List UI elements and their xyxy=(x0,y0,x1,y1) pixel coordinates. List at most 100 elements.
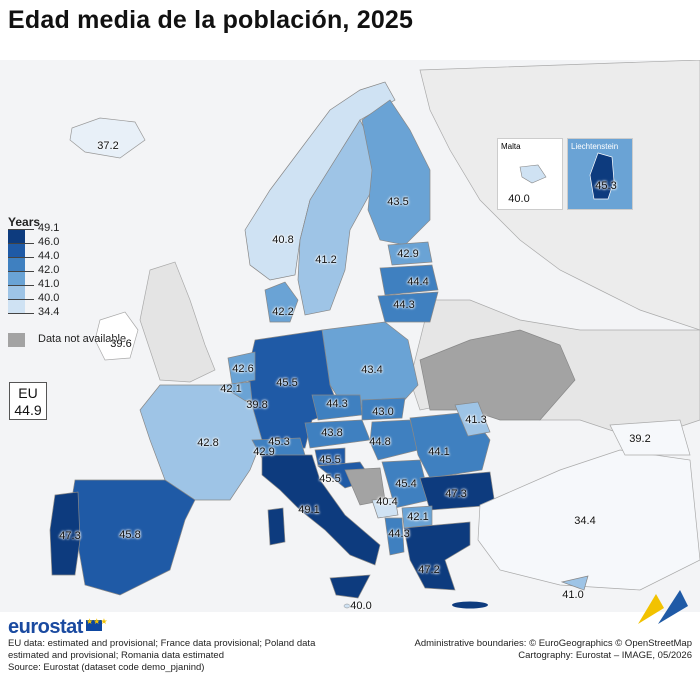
inset-malta-value: 40.0 xyxy=(508,193,530,205)
legend-class: 46.0 xyxy=(8,236,148,257)
value-spain: 45.8 xyxy=(119,529,141,541)
legend-class: 44.0 xyxy=(8,250,148,271)
portugal-shape xyxy=(49,491,81,576)
eu-value: 44.9 xyxy=(14,402,42,418)
value-ireland: 39.6 xyxy=(110,338,132,350)
value-sweden: 41.2 xyxy=(315,254,337,266)
albania-shape xyxy=(384,517,405,556)
legend-tick xyxy=(8,285,34,286)
legend-title: Years xyxy=(8,215,41,229)
lithuania-shape xyxy=(377,291,439,323)
value-moldova: 41.3 xyxy=(465,414,487,426)
legend-swatch xyxy=(8,243,25,257)
eu-label: EU xyxy=(18,385,38,401)
value-germany: 45.5 xyxy=(276,377,298,389)
moldova-shape xyxy=(454,401,491,437)
estonia-shape xyxy=(387,241,433,266)
cyprus-shape xyxy=(560,575,589,591)
legend-value: 42.0 xyxy=(38,264,60,276)
inset-liechtenstein-title: Liechtenstein xyxy=(571,142,619,151)
value-bulgaria: 47.3 xyxy=(445,488,467,500)
value-croatia: 45.5 xyxy=(319,473,341,485)
value-montenegro: 40.4 xyxy=(376,496,398,508)
ireland-shape xyxy=(94,311,139,361)
legend-classes: 49.1 46.0 44.0 42.0 41.0 40.0 34.4 xyxy=(8,222,148,327)
inset-malta: Malta 40.0 xyxy=(497,138,563,210)
value-estonia: 42.9 xyxy=(397,248,419,260)
value-turkiye: 34.4 xyxy=(574,515,596,527)
footer-credits: Administrative boundaries: © EuroGeograp… xyxy=(402,638,693,662)
eu-average-box: EU 44.9 xyxy=(9,382,47,420)
footer-cartography: Cartography: Eurostat – IMAGE, 05/2026 xyxy=(518,650,692,661)
value-france: 42.8 xyxy=(197,437,219,449)
greece-shape xyxy=(403,521,471,591)
legend-class: 41.0 xyxy=(8,278,148,299)
value-cyprus: 41.0 xyxy=(562,589,584,601)
legend-tick xyxy=(8,257,34,258)
legend-value: 34.4 xyxy=(38,306,60,318)
value-slovenia: 45.5 xyxy=(319,454,341,466)
value-norway: 40.8 xyxy=(272,234,294,246)
eu-flag-icon: ★★★ xyxy=(86,617,108,631)
value-greece: 47.2 xyxy=(418,564,440,576)
value-lithuania: 44.3 xyxy=(393,299,415,311)
legend-na-label: Data not available xyxy=(38,333,127,345)
inset-liechtenstein: Liechtenstein 45.3 xyxy=(567,138,633,210)
legend-swatch xyxy=(8,299,25,313)
legend-value: 49.1 xyxy=(38,222,60,234)
value-poland: 43.4 xyxy=(361,364,383,376)
legend-value: 41.0 xyxy=(38,278,60,290)
footer-source: Source: Eurostat (dataset code demo_pjan… xyxy=(8,662,205,673)
slovakia-shape xyxy=(361,397,406,421)
latvia-shape xyxy=(379,264,439,296)
iceland-shape xyxy=(69,117,146,159)
footer: eurostat ★★★ EU data: estimated and prov… xyxy=(0,590,700,700)
legend-tick xyxy=(8,299,34,300)
denmark-shape xyxy=(264,281,299,323)
value-iceland: 37.2 xyxy=(97,140,119,152)
legend-class: 40.0 xyxy=(8,292,148,313)
footer-note-text: EU data: estimated and provisional; Fran… xyxy=(8,638,316,661)
inset-liechtenstein-value: 45.3 xyxy=(595,180,617,192)
legend-class: 42.0 xyxy=(8,264,148,285)
finland-shape xyxy=(361,99,431,246)
legend-tick xyxy=(8,243,34,244)
value-albania: 44.3 xyxy=(388,528,410,540)
map-legend: Years 49.1 46.0 44.0 42.0 41.0 40.0 34.4 Data … xyxy=(8,215,148,347)
legend-class: 49.1 xyxy=(8,222,148,243)
image-cartography-logo xyxy=(638,590,688,624)
sweden-shape xyxy=(297,119,376,316)
value-finland: 43.5 xyxy=(387,196,409,208)
value-slovakia: 43.0 xyxy=(372,406,394,418)
legend-na-row: Data not available xyxy=(8,333,148,347)
value-hungary: 44.8 xyxy=(369,436,391,448)
value-austria: 43.8 xyxy=(321,427,343,439)
legend-swatch xyxy=(8,257,25,271)
value-italy: 49.1 xyxy=(298,504,320,516)
legend-na-swatch xyxy=(8,333,25,347)
legend-tick xyxy=(8,271,34,272)
value-belgium: 42.1 xyxy=(220,383,242,395)
value-serbia: 45.4 xyxy=(395,478,417,490)
legend-swatch xyxy=(8,271,25,285)
north-macedonia-shape xyxy=(401,505,433,529)
legend-tick xyxy=(8,229,34,230)
europe-map: Years 49.1 46.0 44.0 42.0 41.0 40.0 34.4 Data … xyxy=(0,60,700,630)
netherlands-shape xyxy=(227,351,256,385)
value-netherlands: 42.6 xyxy=(232,363,254,375)
footer-notes: EU data: estimated and provisional; Fran… xyxy=(8,638,338,674)
uk-shape xyxy=(139,261,216,383)
france-shape xyxy=(139,384,263,501)
inset-malta-title: Malta xyxy=(501,142,521,151)
poland-shape xyxy=(321,321,419,409)
value-latvia: 44.4 xyxy=(407,276,429,288)
value-luxembourg: 39.8 xyxy=(246,399,268,411)
legend-swatch xyxy=(8,285,25,299)
value-switzerland: 45.3 xyxy=(268,436,290,448)
sicily-shape xyxy=(329,574,371,599)
ukraine-grey xyxy=(419,329,576,421)
malta-island-icon xyxy=(519,164,547,184)
georgia-shape xyxy=(609,419,691,456)
value-liechtenstein-main: 42.9 xyxy=(253,446,275,458)
hungary-shape xyxy=(369,419,419,461)
